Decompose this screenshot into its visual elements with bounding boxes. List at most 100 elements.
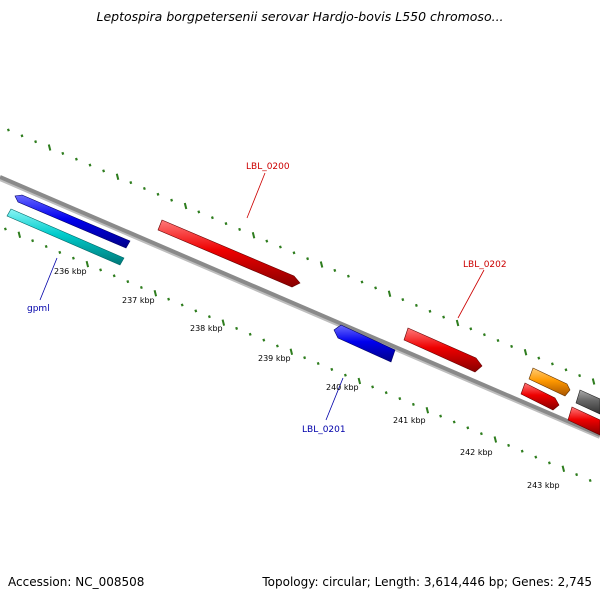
map-title: Leptospira borgpetersenii serovar Hardjo… (96, 9, 504, 24)
minor-tick (534, 455, 538, 459)
gene-label-LBL_0200[interactable]: LBL_0200 (246, 162, 290, 172)
minor-tick (578, 374, 582, 378)
major-tick (455, 319, 460, 327)
minor-tick (292, 251, 296, 255)
minor-tick (360, 280, 364, 284)
feature-arrow[interactable] (567, 406, 600, 436)
minor-tick (6, 128, 10, 132)
minor-tick (547, 461, 551, 465)
feature-LBL_0200[interactable] (157, 219, 301, 288)
accession-text: Accession: NC_008508 (8, 575, 145, 589)
minor-tick (371, 385, 375, 389)
gene-label-LBL_0201[interactable]: LBL_0201 (302, 425, 346, 435)
minor-tick (414, 303, 418, 307)
minor-tick (482, 333, 486, 337)
scale-label: 239 kbp (258, 354, 291, 363)
minor-tick (428, 309, 432, 313)
major-tick (251, 232, 256, 239)
feature-arrow[interactable] (14, 194, 131, 249)
minor-tick (346, 274, 350, 278)
feature-gene-cyan[interactable] (6, 208, 125, 266)
major-tick (523, 348, 528, 356)
feature-gene-orange[interactable] (528, 367, 571, 397)
minor-tick (278, 245, 282, 249)
minor-tick (439, 414, 443, 418)
leader-gpmI (39, 257, 58, 301)
minor-tick (210, 216, 214, 220)
minor-tick (31, 239, 35, 243)
feature-gene-red-b[interactable] (567, 406, 600, 436)
minor-tick (170, 198, 174, 202)
major-tick (319, 261, 324, 268)
minor-tick (275, 344, 279, 348)
gene-label-gpmI[interactable]: gpml (27, 304, 50, 314)
minor-tick (588, 478, 592, 483)
minor-tick (479, 432, 483, 436)
major-tick (289, 348, 294, 356)
leader-LBL_0202 (457, 269, 485, 319)
minor-tick (248, 332, 252, 336)
minor-tick (343, 373, 347, 377)
minor-tick (316, 361, 320, 366)
minor-tick (3, 227, 7, 231)
feature-arrow[interactable] (520, 382, 560, 411)
minor-tick (207, 315, 211, 319)
gene-label-LBL_0202[interactable]: LBL_0202 (463, 260, 507, 270)
minor-tick (262, 338, 266, 342)
minor-tick (330, 367, 334, 371)
minor-tick (58, 250, 62, 254)
feature-arrow[interactable] (528, 367, 571, 397)
minor-tick (44, 244, 48, 249)
major-tick (493, 436, 498, 443)
minor-tick (74, 157, 78, 161)
minor-tick (224, 222, 228, 226)
feature-arrow[interactable] (333, 324, 396, 363)
leader-LBL_0201 (325, 377, 344, 421)
scale-label: 240 kbp (326, 383, 359, 392)
feature-arrow[interactable] (403, 327, 483, 373)
minor-tick (197, 210, 201, 214)
major-tick (85, 260, 90, 268)
minor-tick (537, 356, 541, 360)
feature-arrow[interactable] (575, 389, 600, 415)
feature-arrow[interactable] (157, 219, 301, 288)
major-tick (221, 319, 226, 326)
major-tick (561, 465, 566, 473)
minor-tick (20, 134, 24, 138)
major-tick (183, 202, 188, 210)
major-tick (591, 378, 596, 385)
leader-LBL_0200 (246, 172, 266, 219)
minor-tick (238, 227, 242, 231)
minor-tick (507, 443, 511, 447)
minor-tick (306, 257, 310, 261)
major-tick (425, 407, 430, 414)
minor-tick (265, 239, 269, 243)
minor-tick (129, 181, 133, 185)
feature-gene-red-a[interactable] (520, 382, 560, 411)
scale-label: 238 kbp (190, 324, 223, 333)
feature-gene-gray[interactable] (575, 389, 600, 415)
minor-tick (112, 274, 116, 278)
minor-tick (496, 338, 500, 343)
minor-tick (469, 327, 473, 331)
minor-tick (510, 344, 514, 348)
major-tick (387, 290, 392, 297)
scale-label: 243 kbp (527, 481, 560, 490)
minor-tick (452, 420, 456, 424)
minor-tick (333, 268, 337, 272)
feature-gpmI[interactable] (14, 194, 131, 249)
minor-tick (401, 298, 405, 302)
major-tick (47, 144, 52, 151)
genome-summary-text: Topology: circular; Length: 3,614,446 bp… (262, 575, 592, 589)
scale-label: 242 kbp (460, 448, 493, 457)
feature-LBL_0201[interactable] (333, 324, 396, 363)
feature-arrow[interactable] (6, 208, 125, 266)
scale-label: 236 kbp (54, 267, 87, 276)
scale-label: 237 kbp (122, 296, 155, 305)
minor-tick (139, 285, 143, 290)
minor-tick (374, 286, 378, 290)
minor-tick (61, 151, 65, 155)
feature-LBL_0202[interactable] (403, 327, 483, 373)
minor-tick (88, 163, 92, 167)
minor-tick (194, 309, 198, 313)
